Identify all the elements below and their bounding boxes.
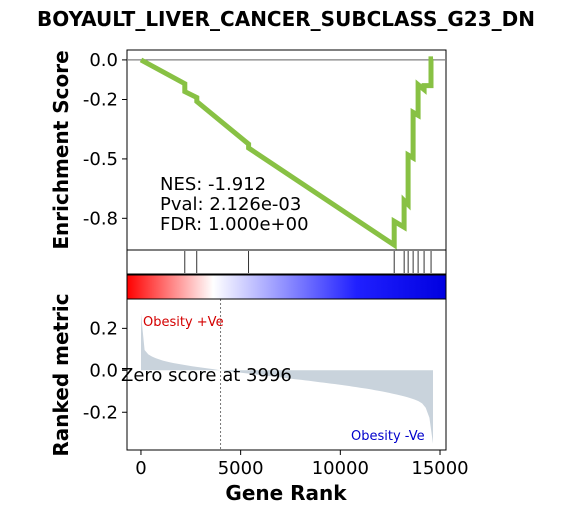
neg-phenotype-label: Obesity -Ve: [351, 429, 425, 444]
hit-marks: [184, 251, 432, 273]
es-line: [139, 56, 434, 250]
hits-panel: [126, 249, 447, 275]
es-tick-label: 0.0: [89, 50, 118, 71]
es-axis-label: Enrichment Score: [49, 50, 73, 249]
fdr-label: FDR: 1.000e+00: [160, 214, 309, 235]
x-ticks: 0 5000 10000 15000: [135, 450, 469, 479]
rank-panel-frame: [126, 298, 447, 451]
es-tick-label: -0.2: [83, 90, 118, 111]
x-tick-label: 5000: [218, 458, 264, 479]
pval-label: Pval: 2.126e-03: [160, 194, 301, 215]
x-tick-label: 0: [135, 458, 146, 479]
es-y-ticks: 0.0 -0.2 -0.5 -0.8: [83, 50, 127, 229]
x-axis-label: Gene Rank: [225, 481, 347, 505]
rank-panel: 0.2 0.0 -0.2 0 5000 10000 15000 Obesity +Ve O…: [83, 298, 469, 479]
ranked-metric-area: [141, 313, 433, 444]
rank-y-ticks: 0.2 0.0 -0.2: [83, 318, 127, 423]
pos-phenotype-label: Obesity +Ve: [143, 315, 224, 330]
rank-colorbar: [126, 274, 447, 300]
rank-tick-label: -0.2: [83, 402, 118, 423]
chart-title: BOYAULT_LIVER_CANCER_SUBCLASS_G23_DN: [37, 7, 535, 31]
rank-tick-label: 0.0: [89, 360, 118, 381]
x-tick-label: 10000: [312, 458, 369, 479]
rank-axis-label: Ranked metric: [49, 293, 73, 456]
es-panel: 0.0 -0.2 -0.5 -0.8 NES: -1.912 Pval: 2.126e…: [83, 49, 447, 251]
hits-panel-frame: [126, 249, 447, 275]
nes-label: NES: -1.912: [160, 174, 266, 195]
rank-tick-label: 0.2: [89, 318, 118, 339]
zero-score-label: Zero score at 3996: [121, 365, 292, 386]
es-tick-label: -0.5: [83, 149, 118, 170]
es-tick-label: -0.8: [83, 208, 118, 229]
x-tick-label: 15000: [411, 458, 468, 479]
